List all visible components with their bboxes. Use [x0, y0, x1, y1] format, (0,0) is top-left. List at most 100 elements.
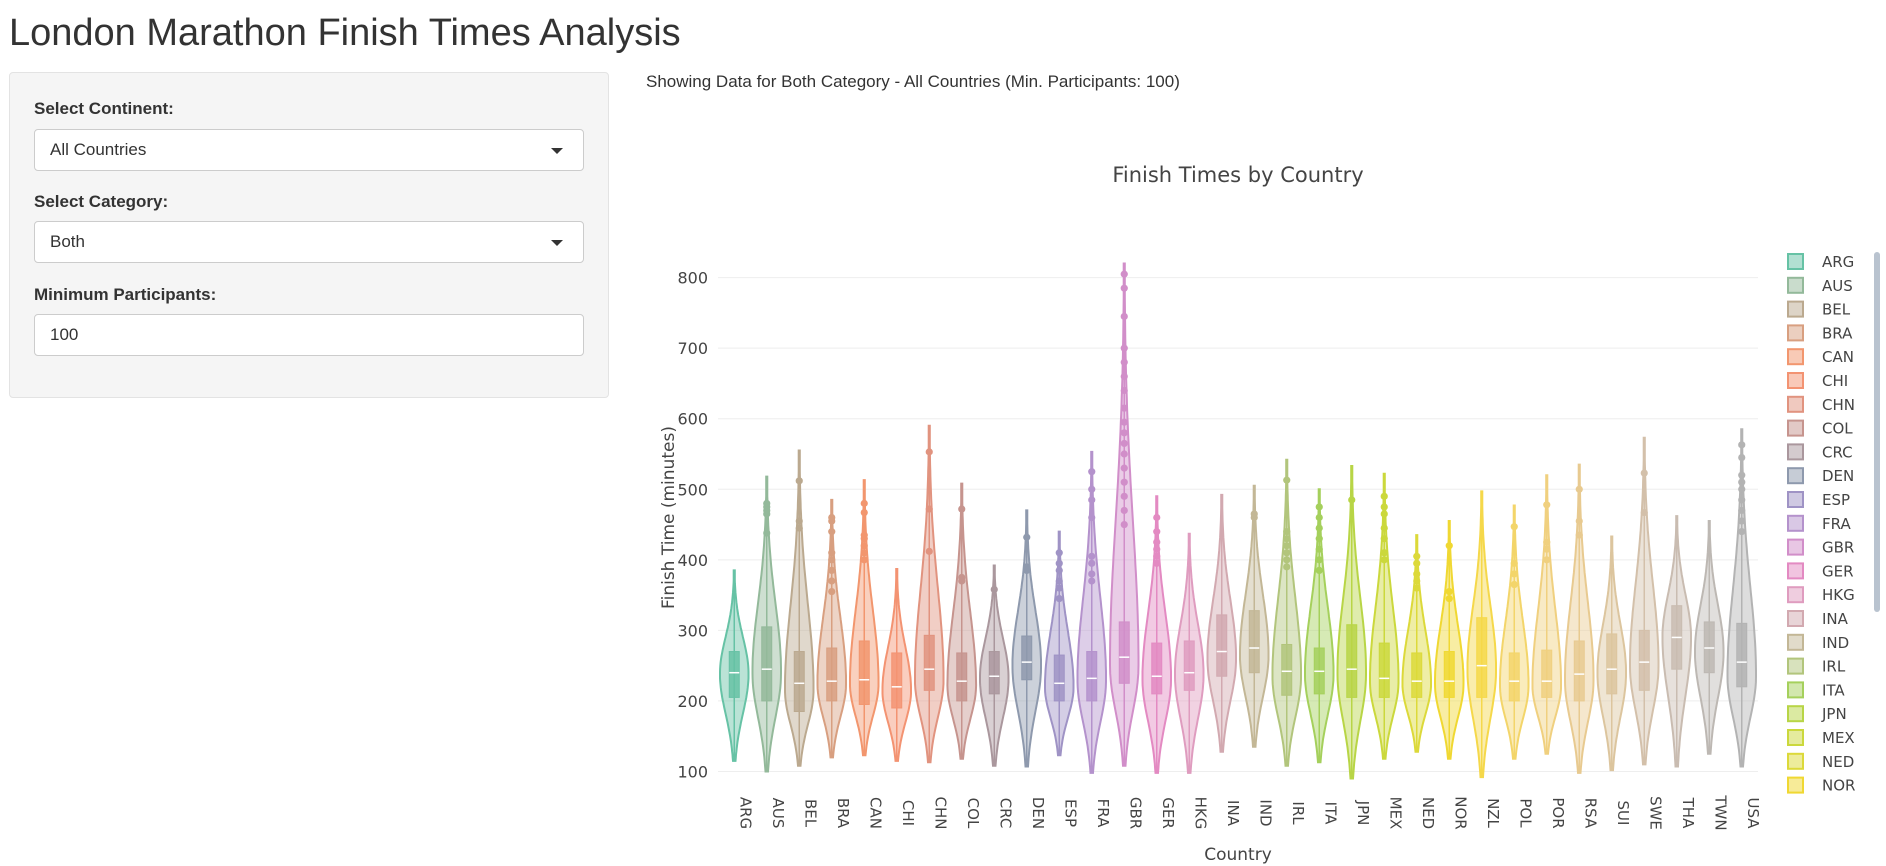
legend-item-ned[interactable]: NED	[1787, 752, 1854, 771]
legend-item-mex[interactable]: MEX	[1787, 729, 1855, 747]
violin-ina[interactable]	[1206, 493, 1237, 753]
outlier-point	[1413, 570, 1421, 578]
legend-label: CAN	[1822, 348, 1854, 366]
x-tick-label: ARG	[736, 797, 754, 829]
violin-bra[interactable]	[816, 498, 847, 759]
violin-nor[interactable]	[1434, 520, 1465, 760]
outlier-point	[1315, 556, 1323, 564]
legend-item-bra[interactable]: BRA	[1787, 324, 1853, 342]
outlier-point	[795, 477, 803, 485]
legend-item-nor[interactable]: NOR	[1787, 776, 1855, 795]
violin-jpn[interactable]	[1336, 465, 1367, 780]
outlier-point	[1575, 531, 1583, 539]
outlier-point	[1738, 517, 1746, 525]
violin-box	[1248, 610, 1260, 674]
legend-item-jpn[interactable]: JPN	[1787, 705, 1847, 723]
legend-item-gbr[interactable]: GBR	[1787, 539, 1854, 557]
violin-box	[1183, 640, 1195, 691]
violin-den[interactable]	[1011, 509, 1042, 768]
outlier-point	[990, 585, 998, 594]
legend-item-aus[interactable]: AUS	[1787, 277, 1853, 295]
legend-item-crc[interactable]: CRC	[1787, 443, 1853, 461]
legend-item-can[interactable]: CAN	[1787, 348, 1854, 366]
violin-arg[interactable]	[719, 569, 750, 762]
violin-box	[1541, 649, 1553, 698]
outlier-point	[1088, 577, 1096, 585]
legend-item-col[interactable]: COL	[1787, 419, 1853, 438]
y-tick-label: 800	[677, 269, 708, 288]
x-tick-label: NZL	[1484, 798, 1502, 828]
violin-fra[interactable]	[1076, 450, 1107, 774]
legend-item-irl[interactable]: IRL	[1787, 658, 1846, 676]
outlier-point	[1120, 312, 1128, 321]
violin-irl[interactable]	[1271, 458, 1302, 767]
violin-ned[interactable]	[1401, 534, 1432, 753]
outlier-point	[1510, 523, 1518, 531]
violin-crc[interactable]	[979, 564, 1010, 767]
violin-box	[988, 651, 1000, 695]
legend-item-fra[interactable]: FRA	[1787, 514, 1851, 533]
outlier-point	[1088, 559, 1096, 567]
outlier-point	[1283, 563, 1291, 571]
legend-item-chn[interactable]: CHN	[1787, 396, 1855, 414]
violin-twn[interactable]	[1694, 520, 1725, 755]
violin-gbr[interactable]	[1109, 262, 1140, 767]
violin-can[interactable]	[849, 479, 880, 757]
violin-ger[interactable]	[1141, 495, 1172, 774]
legend-item-den[interactable]: DEN	[1787, 467, 1854, 485]
outlier-point	[1380, 503, 1388, 511]
violin-aus[interactable]	[751, 475, 782, 773]
legend-label: CRC	[1822, 443, 1853, 461]
legend-label: ITA	[1822, 681, 1845, 699]
legend-item-hkg[interactable]: HKG	[1787, 586, 1855, 604]
violin-rsa[interactable]	[1564, 463, 1595, 774]
legend-item-ina[interactable]: INA	[1787, 610, 1849, 628]
violin-pol[interactable]	[1499, 504, 1530, 760]
legend-label: NED	[1822, 753, 1854, 771]
min-participants-input[interactable]: 100	[34, 314, 584, 356]
legend-item-bel[interactable]: BEL	[1787, 300, 1851, 319]
outlier-point	[1510, 570, 1518, 578]
outlier-point	[828, 577, 836, 585]
legend-item-ger[interactable]: GER	[1787, 562, 1854, 580]
violin-sui[interactable]	[1596, 535, 1627, 772]
violin-usa[interactable]	[1726, 428, 1757, 768]
violin-ita[interactable]	[1304, 488, 1335, 764]
y-tick-label: 300	[677, 621, 708, 640]
x-tick-label: IRL	[1289, 801, 1307, 825]
violin-ind[interactable]	[1239, 484, 1270, 748]
legend-item-esp[interactable]: ESP	[1787, 491, 1850, 509]
legend-scrollbar[interactable]	[1874, 252, 1880, 612]
outlier-point	[763, 499, 771, 507]
legend-item-ita[interactable]: ITA	[1787, 681, 1845, 699]
violin-tha[interactable]	[1661, 515, 1692, 768]
x-tick-label: JPN	[1354, 800, 1372, 826]
violin-por[interactable]	[1531, 474, 1562, 755]
category-select[interactable]: Both	[34, 221, 584, 263]
legend-item-chi[interactable]: CHI	[1787, 372, 1848, 390]
violin-mex[interactable]	[1369, 472, 1400, 760]
violin-hkg[interactable]	[1174, 532, 1205, 774]
violin-chi[interactable]	[881, 568, 912, 762]
x-tick-label: TWN	[1711, 794, 1729, 830]
violin-box	[956, 652, 968, 702]
outlier-point	[925, 448, 933, 456]
outlier-point	[1088, 468, 1096, 476]
violin-esp[interactable]	[1044, 530, 1075, 757]
legend[interactable]: ARG AUS BEL BRA CAN CHI CHN COL CRC DEN ESP FRA GBR G…	[1787, 253, 1855, 795]
violin-chn[interactable]	[914, 424, 945, 764]
legend-item-ind[interactable]: IND	[1787, 633, 1849, 652]
violin-bel[interactable]	[784, 449, 815, 767]
x-tick-label: NOR	[1451, 796, 1469, 829]
legend-item-arg[interactable]: ARG	[1787, 253, 1854, 271]
x-tick-label: POL	[1516, 798, 1534, 828]
violin-box	[761, 626, 773, 702]
y-tick-label: 600	[677, 410, 708, 429]
outlier-point	[860, 531, 868, 539]
violin-col[interactable]	[946, 482, 978, 760]
outlier-point	[1445, 595, 1453, 603]
x-tick-label: NED	[1419, 797, 1437, 829]
violin-swe[interactable]	[1629, 436, 1660, 766]
violin-nzl[interactable]	[1466, 490, 1497, 779]
continent-select[interactable]: All Countries	[34, 129, 584, 171]
